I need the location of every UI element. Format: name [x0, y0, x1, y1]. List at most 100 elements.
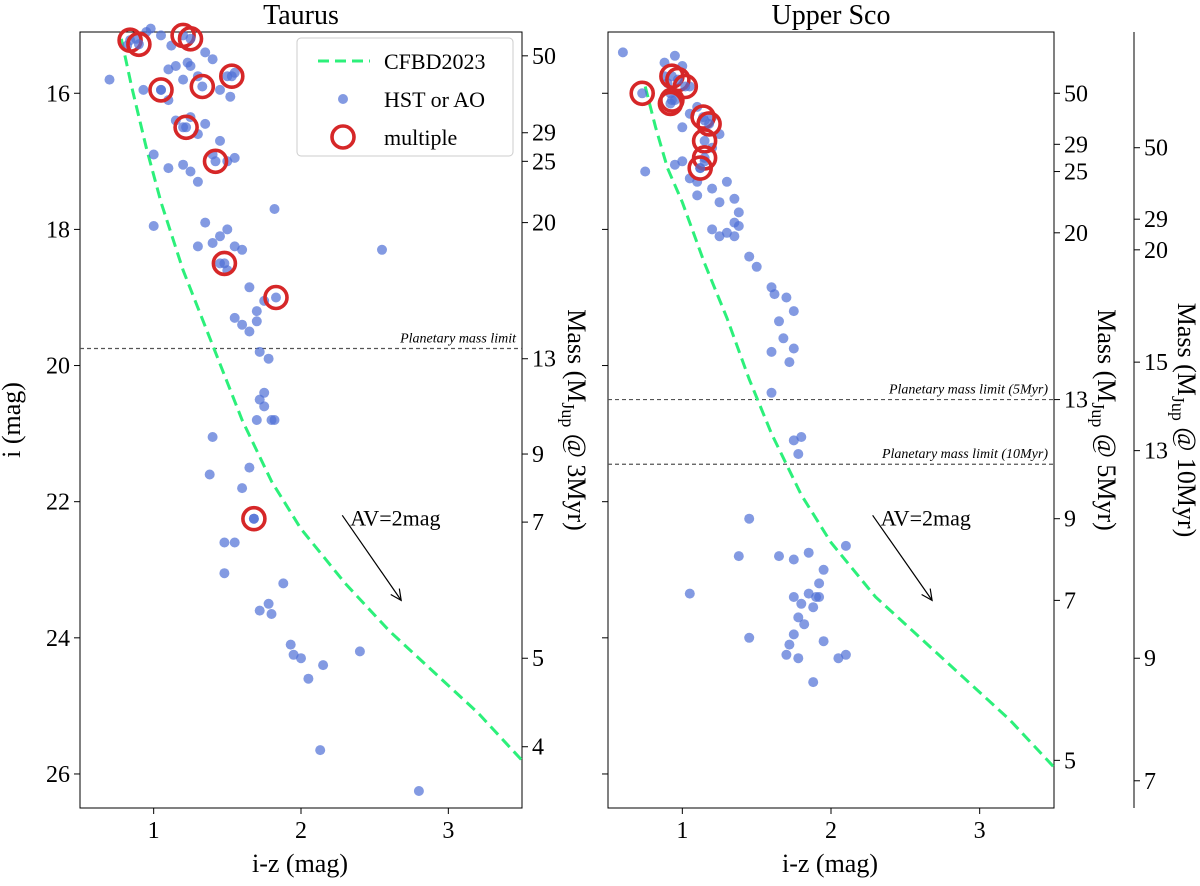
taurus-multiple-point: [133, 39, 144, 50]
taurus-multiple-ring: [126, 31, 152, 58]
uppersco-data-point: [692, 190, 703, 201]
taurus-mass0-tick-label-25: 25: [532, 149, 556, 175]
taurus-data-point: [254, 605, 265, 616]
uppersco-multiple-point: [699, 135, 710, 146]
uppersco-multiple-point: [680, 81, 691, 92]
uppersco-data-point: [788, 306, 799, 317]
uppersco-mass1-tick-label-7: 7: [1144, 769, 1156, 795]
uppersco-mass1-tick-label-20: 20: [1144, 238, 1168, 264]
taurus-data-point: [182, 57, 193, 68]
taurus-data-point: [200, 47, 211, 58]
taurus-data-point: [219, 568, 230, 579]
uppersco-av-arrow-head: [921, 588, 933, 602]
taurus-av-arrow-head: [390, 588, 402, 602]
uppersco-data-point: [769, 289, 780, 300]
uppersco-cfbd2023-curve: [643, 86, 1056, 769]
taurus-multiple-ring: [173, 114, 199, 141]
taurus-data-point: [229, 537, 240, 548]
taurus-cfbd2023-curve: [119, 38, 524, 762]
taurus-data-point: [145, 23, 156, 34]
uppersco-data-point: [751, 261, 762, 272]
legend-points-label: HST or AO: [384, 87, 485, 112]
uppersco-data-point: [677, 122, 688, 133]
taurus-x-tick-label-3: 3: [442, 818, 454, 844]
taurus-data-point: [148, 149, 159, 160]
taurus-data-point: [156, 30, 166, 41]
taurus-data-point: [244, 462, 255, 473]
uppersco-x-tick-label-2: 2: [825, 818, 837, 844]
uppersco-data-point: [784, 357, 795, 368]
uppersco-data-point: [781, 292, 792, 303]
taurus-data-point: [318, 660, 329, 671]
uppersco-title: Upper Sco: [772, 0, 891, 31]
uppersco-mass1-tick-label-13: 13: [1144, 439, 1168, 465]
legend-multiple-swatch: [330, 124, 356, 150]
uppersco-data-point: [793, 449, 804, 459]
uppersco-av-label: AV=2mag: [881, 505, 971, 530]
taurus-mass0-tick-label-9: 9: [532, 442, 544, 468]
uppersco-mass0-tick-label-9: 9: [1064, 507, 1076, 533]
uppersco-data-point: [799, 619, 810, 630]
taurus-multiple-ring: [263, 284, 289, 311]
uppersco-data-point: [788, 343, 799, 354]
taurus-data-point: [413, 786, 424, 796]
taurus-mass0-tick-label-7: 7: [532, 510, 544, 536]
taurus-multiple-ring: [177, 25, 204, 52]
taurus-multiple-point: [248, 513, 259, 524]
taurus-data-point: [225, 91, 236, 102]
taurus-data-point: [222, 224, 233, 235]
taurus-data-point: [200, 217, 211, 228]
taurus-data-point: [192, 176, 203, 187]
taurus-data-point: [163, 64, 174, 75]
uppersco-data-point: [788, 629, 799, 640]
uppersco-multiple-point: [704, 118, 715, 129]
taurus-data-point: [207, 238, 218, 248]
uppersco-data-point: [808, 602, 819, 613]
taurus-multiple-ring: [189, 73, 216, 100]
uppersco-mass1-tick-label-9: 9: [1144, 646, 1156, 672]
taurus-data-point: [251, 306, 262, 317]
taurus-data-point: [178, 74, 189, 85]
taurus-multiple-ring: [148, 77, 174, 103]
uppersco-data-point: [733, 221, 744, 231]
uppersco-mass0-tick-label-13: 13: [1064, 388, 1088, 414]
taurus-data-point: [163, 163, 174, 174]
legend-curve-label: CFBD2023: [384, 49, 485, 74]
uppersco-data-point: [684, 588, 695, 599]
uppersco-data-point: [744, 513, 755, 524]
uppersco-mass0-tick-label-20: 20: [1064, 221, 1088, 247]
taurus-data-point: [148, 221, 159, 231]
uppersco-planetary-limit-label-1: Planetary mass limit (10Myr): [881, 447, 1048, 462]
taurus-data-point: [377, 244, 387, 255]
uppersco-mass1-tick-label-50: 50: [1144, 136, 1168, 162]
uppersco-10myr-mass-axis-label: Mass (MJup @ 10Myr): [1168, 303, 1200, 538]
uppersco-data-point: [788, 592, 799, 602]
uppersco-data-point: [814, 592, 825, 602]
taurus-data-point: [215, 231, 225, 242]
taurus-mass-axis-label: Mass (MJup @ 3Myr): [558, 309, 591, 531]
uppersco-data-point: [793, 653, 804, 664]
taurus-av-label: AV=2mag: [350, 505, 440, 530]
taurus-data-point: [315, 745, 326, 756]
uppersco-data-point: [707, 183, 718, 194]
uppersco-data-point: [729, 193, 740, 204]
uppersco-data-point: [774, 316, 784, 327]
taurus-y-tick-label-26: 26: [46, 762, 70, 788]
taurus-data-point: [185, 166, 196, 177]
taurus-data-point: [178, 159, 189, 170]
uppersco-data-point: [733, 551, 744, 562]
uppersco-data-point: [808, 677, 819, 688]
uppersco-data-point: [774, 551, 784, 562]
taurus-mass0-tick-label-13: 13: [532, 347, 556, 373]
uppersco-data-point: [744, 632, 755, 643]
uppersco-data-point: [778, 333, 789, 344]
taurus-y-tick-label-20: 20: [46, 354, 70, 380]
uppersco-data-point: [766, 346, 777, 357]
uppersco-data-point: [788, 554, 799, 565]
taurus-x-axis-label: i-z (mag): [252, 849, 348, 878]
uppersco-5myr-mass-axis-label: Mass (MJup @ 5Myr): [1088, 309, 1121, 531]
uppersco-mass0-tick-label-29: 29: [1064, 132, 1088, 158]
uppersco-x-tick-label-1: 1: [676, 818, 688, 844]
taurus-data-point: [229, 152, 240, 163]
